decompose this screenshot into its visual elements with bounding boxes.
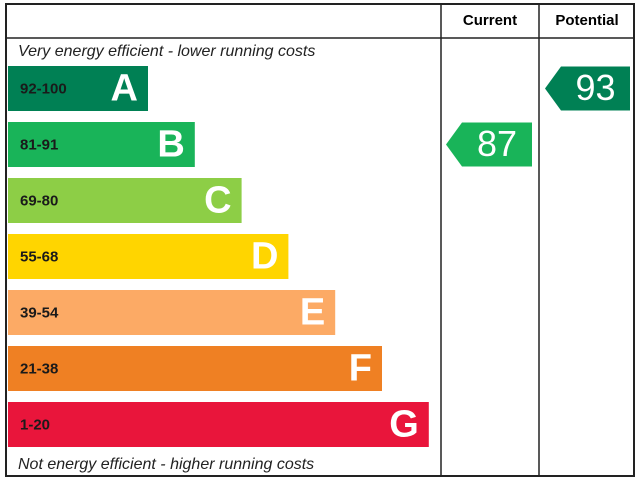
potential-score: 93	[575, 67, 615, 108]
band-range: 21-38	[20, 360, 58, 377]
band-range: 1-20	[20, 416, 50, 433]
band-letter: D	[251, 236, 278, 278]
band-letter: C	[204, 180, 231, 222]
band-bar	[8, 290, 336, 335]
band-range: 39-54	[20, 304, 59, 321]
potential-header: Potential	[555, 12, 618, 29]
band-range: 55-68	[20, 248, 58, 265]
band-letter: G	[389, 404, 419, 446]
current-arrow	[446, 122, 532, 167]
band-range: 69-80	[20, 192, 58, 209]
potential-arrow	[545, 66, 630, 111]
top-note: Very energy efficient - lower running co…	[18, 43, 315, 60]
band-letter: E	[300, 292, 325, 334]
band-letter: A	[111, 68, 138, 110]
band-bar	[8, 234, 289, 279]
current-header: Current	[463, 12, 517, 29]
band-bar	[8, 122, 195, 167]
band-bar	[8, 66, 148, 111]
bottom-note: Not energy efficient - higher running co…	[18, 456, 314, 473]
current-score: 87	[477, 123, 517, 164]
band-bar	[8, 178, 242, 223]
band-letter: F	[349, 348, 372, 390]
band-bar	[8, 346, 382, 391]
band-letter: B	[157, 124, 184, 166]
band-range: 92-100	[20, 80, 67, 97]
frame	[5, 3, 635, 477]
band-range: 81-91	[20, 136, 58, 153]
band-bar	[8, 402, 429, 447]
